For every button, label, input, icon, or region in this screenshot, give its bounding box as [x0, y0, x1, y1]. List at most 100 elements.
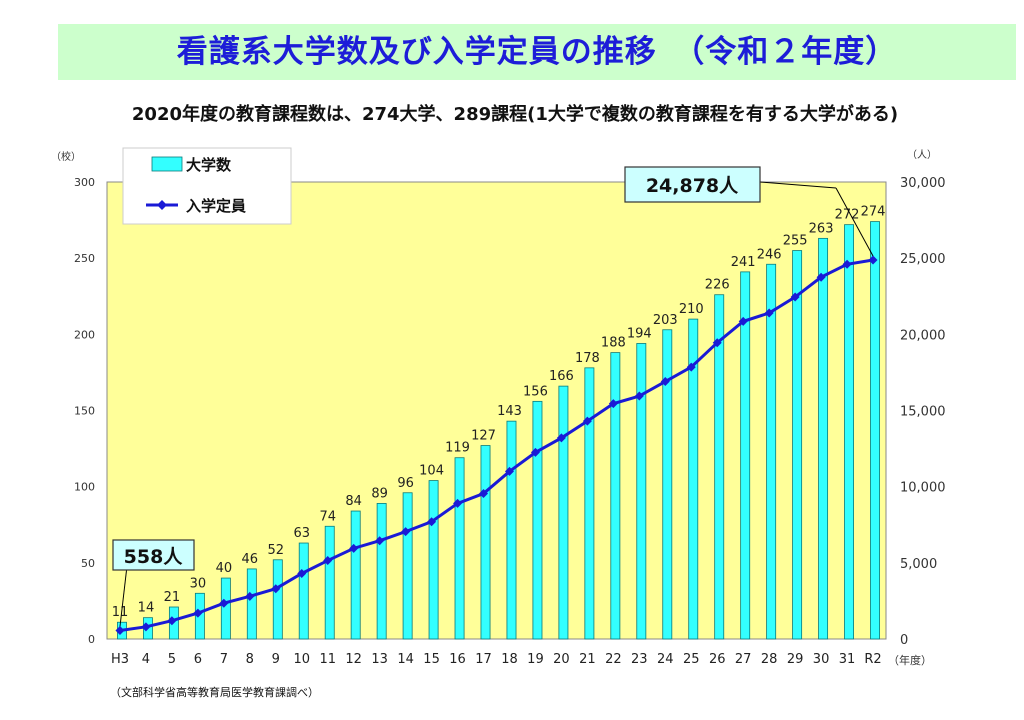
callout-box-first — [112, 539, 195, 571]
right-axis-tick-label: 30,000 — [900, 176, 946, 191]
bar-value-label: 104 — [419, 464, 444, 479]
x-axis-tick-label: 29 — [787, 652, 804, 667]
bar — [506, 420, 517, 640]
bar — [844, 224, 854, 640]
callout-box-last — [624, 166, 761, 203]
bar — [688, 318, 699, 640]
enrollment-point — [868, 255, 878, 265]
x-axis-tick-label: 23 — [631, 652, 648, 667]
bar — [246, 568, 257, 640]
right-axis-tick-label: 0 — [900, 633, 908, 648]
enrollment-point — [634, 391, 644, 401]
chart-subtitle: 2020年度の教育課程数は、274大学、289課程(1大学で複数の教育課程を有す… — [131, 104, 899, 125]
title-banner: 看護系大学数及び入学定員の推移 （令和２年度） — [58, 24, 1016, 80]
enrollment-point — [738, 316, 748, 326]
enrollment-point — [816, 272, 826, 282]
right-axis-unit: （人） — [907, 149, 937, 161]
enrollment-point — [271, 584, 281, 594]
bar-value-label: 127 — [471, 429, 496, 444]
x-axis-tick-label: 12 — [345, 652, 362, 667]
callout-label-last: 24,878人 — [646, 175, 739, 197]
bar-value-label: 178 — [575, 351, 600, 366]
enrollment-point — [660, 377, 670, 387]
x-axis-tick-label: H3 — [111, 652, 129, 667]
legend-label-line: 入学定員 — [186, 197, 246, 215]
bar-value-label: 166 — [549, 369, 574, 384]
x-axis-tick-label: 20 — [553, 652, 570, 667]
enrollment-point — [530, 447, 540, 457]
enrollment-point — [141, 622, 151, 632]
x-axis-unit: （年度） — [888, 653, 932, 667]
source-note: （文部科学省高等教育局医学教育課調べ） — [110, 686, 319, 699]
bar — [532, 400, 543, 640]
bar-value-label: 143 — [497, 404, 522, 419]
bar-value-label: 74 — [319, 509, 336, 524]
enrollment-point — [323, 556, 333, 566]
x-axis-tick-label: 11 — [319, 652, 336, 667]
bar-value-label: 156 — [523, 384, 548, 399]
x-axis-tick-label: 28 — [761, 652, 778, 667]
bar-value-label: 21 — [164, 590, 181, 605]
bar-value-label: 188 — [601, 336, 626, 351]
bar-value-label: 194 — [627, 326, 652, 341]
bar-value-label: 63 — [293, 526, 310, 541]
enrollment-point — [115, 625, 125, 635]
enrollment-point — [219, 598, 229, 608]
bar-value-label: 263 — [809, 221, 834, 236]
enrollment-point — [608, 399, 618, 409]
bar-value-label: 255 — [783, 234, 808, 249]
callout-label-first: 558人 — [124, 546, 184, 568]
bar — [350, 510, 361, 640]
left-axis-unit: （校） — [51, 150, 81, 163]
enrollment-point — [193, 608, 203, 618]
bar-value-label: 84 — [345, 494, 362, 509]
x-axis-tick-label: 19 — [527, 652, 544, 667]
x-axis-tick-label: 21 — [579, 652, 596, 667]
plot-area — [106, 181, 887, 640]
legend-line-marker — [157, 200, 167, 210]
enrollment-point — [245, 591, 255, 601]
enrollment-point — [375, 536, 385, 546]
bar-value-label: 46 — [242, 552, 259, 567]
enrollment-point — [686, 362, 696, 372]
enrollment-point — [582, 416, 592, 426]
x-axis-tick-label: 15 — [423, 652, 440, 667]
bar-value-label: 203 — [653, 313, 678, 328]
enrollment-point — [764, 308, 774, 318]
bar-value-label: 14 — [138, 601, 155, 616]
enrollment-point — [479, 489, 489, 499]
bar — [740, 271, 751, 640]
right-axis-tick-label: 20,000 — [900, 328, 946, 343]
bar-value-label: 52 — [268, 543, 285, 558]
enrollment-point — [842, 259, 852, 269]
bar-value-label: 119 — [445, 441, 470, 456]
bar — [402, 492, 413, 640]
x-axis-tick-label: 13 — [371, 652, 388, 667]
bar-value-label: 30 — [190, 576, 207, 591]
left-axis-tick-label: 100 — [74, 481, 95, 494]
enrollment-point — [427, 517, 437, 527]
bar — [870, 221, 880, 640]
x-axis-tick-label: 6 — [194, 652, 202, 667]
bar — [636, 343, 647, 640]
right-axis-tick-label: 10,000 — [900, 481, 946, 496]
right-axis-tick-label: 5,000 — [900, 557, 937, 572]
bar-value-label: 246 — [757, 247, 782, 262]
left-axis-tick-label: 50 — [81, 557, 95, 570]
enrollment-point — [349, 543, 359, 553]
bar — [324, 525, 335, 640]
bar — [272, 559, 283, 640]
x-axis-tick-label: 18 — [501, 652, 518, 667]
bar — [818, 237, 829, 640]
enrollment-line — [119, 258, 874, 632]
x-axis-tick-label: 24 — [657, 652, 674, 667]
x-axis-tick-label: 10 — [293, 652, 310, 667]
bar-value-label: 11 — [112, 605, 129, 620]
enrollment-point — [297, 568, 307, 578]
x-axis-tick-label: 17 — [475, 652, 492, 667]
bar — [298, 542, 309, 640]
x-axis-tick-label: R2 — [864, 652, 881, 667]
bar — [766, 263, 777, 640]
x-axis-tick-label: 8 — [246, 652, 254, 667]
enrollment-point — [453, 498, 463, 508]
